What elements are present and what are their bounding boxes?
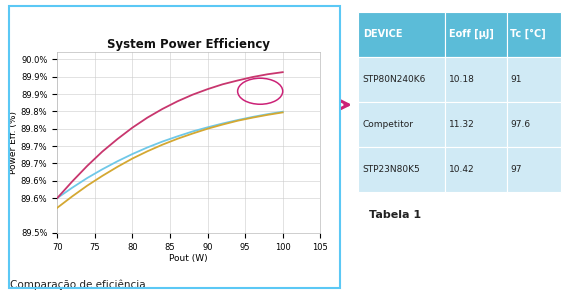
Text: 97: 97 (510, 165, 522, 174)
Text: Competitor: Competitor (363, 120, 414, 129)
Text: Comparação de eficiência: Comparação de eficiência (10, 279, 146, 290)
X-axis label: Pout (W): Pout (W) (169, 254, 208, 263)
Text: STP23N80K5: STP23N80K5 (363, 165, 420, 174)
Text: 10.18: 10.18 (448, 75, 474, 84)
Text: 97.6: 97.6 (510, 120, 530, 129)
Text: Eoff [μJ]: Eoff [μJ] (448, 29, 494, 39)
Text: 91: 91 (510, 75, 522, 84)
Title: System Power Efficiency: System Power Efficiency (108, 38, 270, 51)
Text: Tc [°C]: Tc [°C] (510, 29, 546, 39)
Text: STP80N240K6: STP80N240K6 (363, 75, 426, 84)
Text: Tabela 1: Tabela 1 (369, 210, 421, 219)
Text: DEVICE: DEVICE (363, 29, 402, 39)
Y-axis label: Power Eff. (%): Power Eff. (%) (9, 111, 18, 174)
Text: 10.42: 10.42 (448, 165, 474, 174)
Text: 11.32: 11.32 (448, 120, 474, 129)
